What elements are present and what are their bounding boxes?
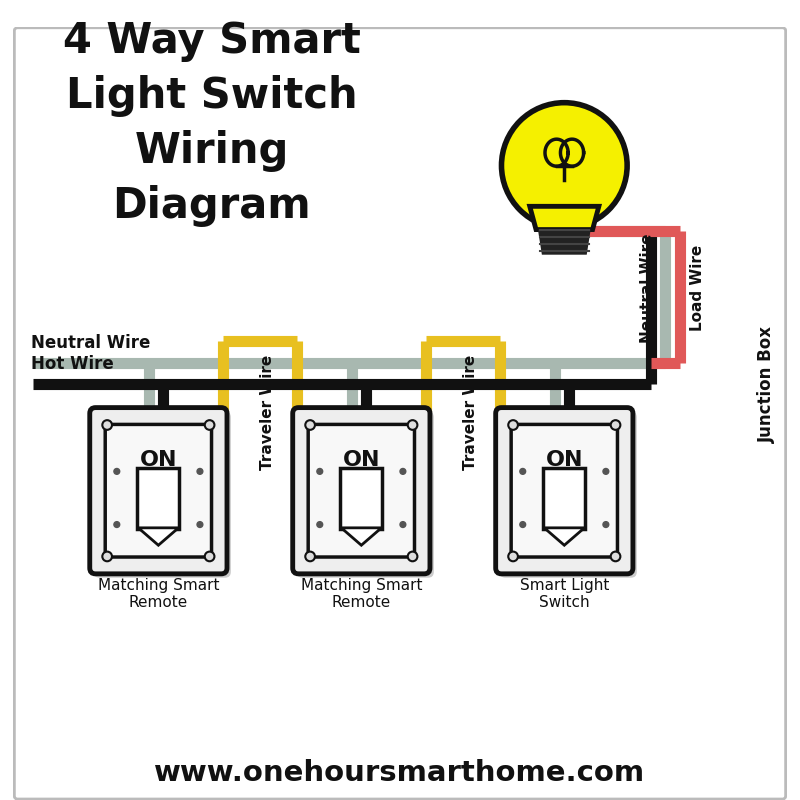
Text: Traveler Wire: Traveler Wire xyxy=(260,354,275,470)
FancyBboxPatch shape xyxy=(308,425,414,557)
Text: Neutral Wire: Neutral Wire xyxy=(30,334,150,351)
FancyBboxPatch shape xyxy=(293,408,430,574)
Circle shape xyxy=(205,420,214,430)
Circle shape xyxy=(408,552,418,562)
Circle shape xyxy=(408,420,418,430)
Circle shape xyxy=(205,552,214,562)
Text: Matching Smart
Remote: Matching Smart Remote xyxy=(98,578,219,610)
FancyBboxPatch shape xyxy=(90,408,227,574)
Circle shape xyxy=(508,552,518,562)
FancyBboxPatch shape xyxy=(14,28,786,799)
Text: Smart Light
Switch: Smart Light Switch xyxy=(520,578,609,610)
Circle shape xyxy=(603,522,609,527)
Circle shape xyxy=(102,552,112,562)
Circle shape xyxy=(400,522,406,527)
Circle shape xyxy=(520,522,526,527)
Circle shape xyxy=(610,420,620,430)
Polygon shape xyxy=(530,206,599,230)
Text: 4 Way Smart
Light Switch
Wiring
Diagram: 4 Way Smart Light Switch Wiring Diagram xyxy=(62,20,361,227)
Polygon shape xyxy=(342,528,382,546)
FancyBboxPatch shape xyxy=(297,411,434,578)
Text: ON: ON xyxy=(546,450,583,470)
FancyBboxPatch shape xyxy=(340,468,382,529)
Text: www.onehoursmarthome.com: www.onehoursmarthome.com xyxy=(154,759,646,787)
Circle shape xyxy=(114,469,120,474)
Circle shape xyxy=(306,552,315,562)
FancyBboxPatch shape xyxy=(511,425,618,557)
Circle shape xyxy=(317,469,322,474)
Polygon shape xyxy=(538,230,590,254)
Circle shape xyxy=(114,522,120,527)
Polygon shape xyxy=(138,528,178,546)
Circle shape xyxy=(197,522,203,527)
Text: Traveler Wire: Traveler Wire xyxy=(463,354,478,470)
Circle shape xyxy=(306,420,315,430)
FancyBboxPatch shape xyxy=(499,411,637,578)
Circle shape xyxy=(502,102,627,228)
Circle shape xyxy=(508,420,518,430)
FancyBboxPatch shape xyxy=(138,468,179,529)
Text: Neutral Wire: Neutral Wire xyxy=(640,233,655,342)
Circle shape xyxy=(102,420,112,430)
Text: ON: ON xyxy=(342,450,380,470)
FancyBboxPatch shape xyxy=(106,425,211,557)
Text: Hot Wire: Hot Wire xyxy=(30,355,114,373)
Polygon shape xyxy=(544,528,585,546)
Circle shape xyxy=(317,522,322,527)
FancyBboxPatch shape xyxy=(543,468,586,529)
FancyBboxPatch shape xyxy=(94,411,231,578)
Circle shape xyxy=(400,469,406,474)
Text: ON: ON xyxy=(140,450,177,470)
Text: Junction Box: Junction Box xyxy=(758,326,776,443)
Circle shape xyxy=(520,469,526,474)
Circle shape xyxy=(197,469,203,474)
Text: Matching Smart
Remote: Matching Smart Remote xyxy=(301,578,422,610)
Circle shape xyxy=(610,552,620,562)
Circle shape xyxy=(603,469,609,474)
Text: Load Wire: Load Wire xyxy=(690,245,705,331)
FancyBboxPatch shape xyxy=(496,408,633,574)
